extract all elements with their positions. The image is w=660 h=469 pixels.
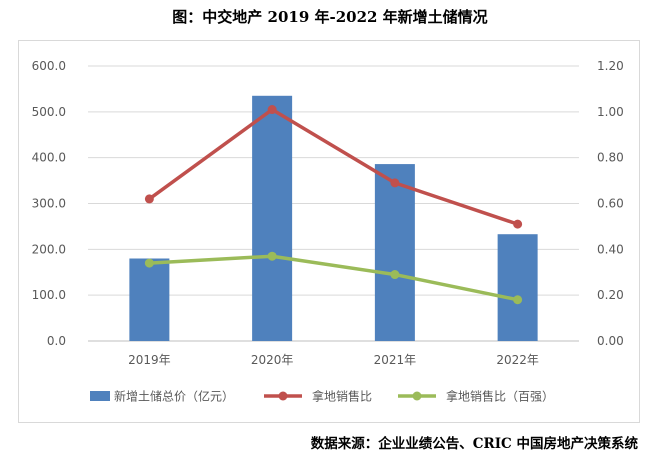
legend-label: 拿地销售比（百强）: [446, 389, 554, 404]
legend-swatch-bar: [90, 391, 110, 401]
right-axis-tick-label: 1.00: [597, 105, 624, 119]
left-axis-tick-label: 300.0: [32, 197, 66, 211]
chart-frame: [18, 40, 640, 423]
bar-2: [252, 95, 293, 342]
left-axis-tick-label: 100.0: [32, 288, 66, 302]
legend-label: 新增土储总价（亿元）: [114, 389, 234, 404]
left-axis-tick-label: 500.0: [32, 105, 66, 119]
bar-1: [129, 258, 170, 341]
left-axis-tick-label: 600.0: [32, 59, 66, 73]
series-2-point: [390, 270, 400, 280]
legend-swatch-marker: [278, 391, 288, 401]
series-line-1: [148, 107, 519, 226]
source-note: 数据来源：企业业绩公告、CRIC 中国房地产决策系统: [310, 436, 638, 452]
right-axis-tick-label: 0.00: [597, 334, 624, 348]
x-axis-tick-label: 2022年: [496, 353, 539, 367]
right-axis-tick-label: 0.80: [597, 151, 624, 165]
right-axis-tick-label: 0.40: [597, 242, 624, 256]
bar-3: [374, 164, 415, 341]
left-axis-tick-label: 400.0: [32, 151, 66, 165]
series-1-point: [144, 194, 154, 204]
chart-title: 图：中交地产 2019 年-2022 年新增土储情况: [172, 8, 488, 26]
series-1-point: [390, 178, 400, 188]
left-axis-tick-label: 200.0: [32, 242, 66, 256]
x-axis-tick-label: 2021年: [374, 353, 417, 367]
series-line-2: [149, 254, 518, 302]
series-1-point: [267, 105, 277, 115]
right-axis-tick-label: 0.20: [597, 288, 624, 302]
x-axis-tick-label: 2019年: [128, 353, 171, 367]
legend-swatch-marker: [412, 391, 422, 401]
x-axis-tick-label: 2020年: [251, 353, 294, 367]
series-2-point: [513, 295, 523, 305]
bar-4: [497, 234, 538, 341]
left-axis-tick-label: 0.0: [47, 334, 66, 348]
right-axis-tick-label: 1.20: [597, 59, 624, 73]
right-axis-tick-label: 0.60: [597, 197, 624, 211]
series-1-point: [513, 219, 523, 229]
series-2-point: [267, 251, 277, 261]
series-2-point: [144, 258, 154, 268]
legend-label: 拿地销售比: [312, 389, 372, 404]
